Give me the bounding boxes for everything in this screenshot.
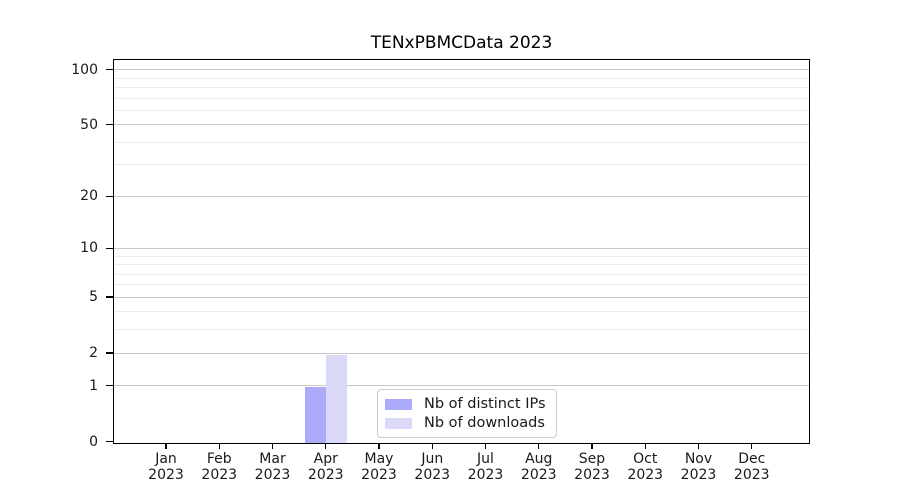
x-tick-label-sep: Sep 2023 (560, 451, 624, 483)
x-tick-mark (538, 443, 540, 449)
major-gridline (114, 195, 809, 197)
minor-gridline (114, 164, 809, 166)
x-tick-label-aug: Aug 2023 (507, 451, 571, 483)
month-label: Feb (206, 451, 232, 467)
x-tick-label-feb: Feb 2023 (187, 451, 251, 483)
year-label: 2023 (361, 467, 397, 483)
y-tick-mark (106, 296, 113, 298)
month-label: Sep (578, 451, 606, 467)
bar-nb-of-downloads-apr (325, 354, 347, 443)
x-tick-label-dec: Dec 2023 (720, 451, 784, 483)
y-tick-mark (106, 69, 113, 71)
x-tick-mark (697, 443, 700, 449)
year-label: 2023 (414, 467, 451, 483)
major-gridline (114, 385, 809, 387)
year-label: 2023 (574, 467, 610, 483)
x-tick-label-apr: Apr 2023 (294, 451, 358, 483)
legend-label: Nb of downloads (424, 415, 545, 431)
y-tick-mark (106, 247, 113, 250)
x-tick-mark (644, 443, 646, 449)
y-tick-label-0: 0 (89, 433, 98, 450)
minor-gridline (114, 273, 809, 275)
minor-gridline (114, 255, 809, 257)
x-tick-label-nov: Nov 2023 (667, 451, 731, 483)
minor-gridline (114, 97, 809, 99)
year-label: 2023 (520, 467, 557, 483)
minor-gridline (114, 141, 809, 143)
x-tick-mark (271, 443, 274, 449)
year-label: 2023 (201, 467, 238, 483)
x-tick-label-jun: Jun 2023 (400, 451, 464, 483)
year-label: 2023 (680, 467, 717, 483)
x-tick-mark (165, 443, 167, 449)
minor-gridline (114, 264, 809, 265)
x-tick-mark (751, 443, 753, 449)
month-label: Oct (633, 451, 658, 467)
major-gridline (114, 352, 809, 354)
month-label: Apr (313, 451, 338, 467)
y-tick-label-5: 5 (89, 289, 98, 306)
month-label: Dec (738, 451, 766, 467)
y-tick-label-100: 100 (71, 61, 98, 78)
legend-swatch-icon (385, 398, 412, 410)
year-label: 2023 (254, 467, 291, 483)
legend: Nb of distinct IPs Nb of downloads (377, 389, 557, 438)
major-gridline (114, 247, 809, 249)
month-label: Nov (684, 451, 713, 467)
major-gridline (114, 69, 809, 71)
year-label: 2023 (733, 467, 770, 483)
y-axis-tick-marks (106, 60, 113, 443)
x-axis-tick-labels: Jan 2023 Feb 2023 Mar 2023 Apr 2023 May 2023 Jun 20… (114, 451, 808, 491)
minor-gridline (114, 77, 809, 79)
minor-gridline (114, 329, 809, 331)
x-tick-label-jan: Jan 2023 (134, 451, 198, 483)
x-tick-mark (325, 443, 327, 449)
year-label: 2023 (467, 467, 504, 483)
month-label: Mar (259, 451, 286, 467)
x-tick-mark (484, 443, 487, 449)
year-label: 2023 (148, 467, 184, 483)
y-tick-label-10: 10 (80, 240, 98, 257)
x-tick-label-jul: Jul 2023 (454, 451, 518, 483)
y-tick-label-2: 2 (89, 345, 98, 361)
chart-title: TENxPBMCData 2023 (370, 33, 553, 53)
minor-gridline (114, 284, 809, 286)
legend-label: Nb of distinct IPs (424, 396, 546, 412)
x-axis-tick-marks (114, 443, 808, 450)
major-gridline (114, 124, 809, 126)
x-tick-mark (218, 443, 220, 449)
x-tick-mark (431, 443, 433, 449)
y-tick-mark (106, 352, 113, 354)
y-tick-mark (106, 384, 113, 387)
minor-gridline (114, 109, 809, 111)
month-label: May (364, 451, 394, 467)
bar-nb-of-distinct-ips-apr (304, 387, 326, 443)
minor-gridline (114, 87, 809, 89)
legend-item: Nb of distinct IPs (385, 396, 546, 412)
y-tick-mark (106, 440, 113, 443)
x-tick-label-mar: Mar 2023 (241, 451, 305, 483)
y-axis-tick-labels: 0 1 2 5 10 20 50 100 (0, 60, 106, 450)
y-tick-label-1: 1 (89, 377, 98, 394)
month-label: Aug (525, 451, 553, 467)
y-tick-mark (106, 124, 113, 126)
year-label: 2023 (307, 467, 344, 483)
major-gridline (114, 296, 809, 298)
y-tick-mark (106, 195, 113, 197)
x-tick-label-oct: Oct 2023 (613, 451, 677, 483)
legend-item: Nb of downloads (385, 415, 546, 431)
minor-gridline (114, 311, 809, 313)
legend-swatch-icon (385, 417, 412, 429)
month-label: Jun (421, 451, 444, 467)
x-tick-mark (591, 443, 593, 449)
month-label: Jan (155, 451, 177, 467)
y-tick-label-50: 50 (80, 116, 98, 133)
plot-area: Nb of distinct IPs Nb of downloads (113, 59, 810, 444)
month-label: Jul (477, 451, 494, 467)
year-label: 2023 (627, 467, 664, 483)
y-tick-label-20: 20 (80, 188, 98, 205)
x-tick-mark (378, 443, 380, 449)
x-tick-label-may: May 2023 (347, 451, 411, 483)
